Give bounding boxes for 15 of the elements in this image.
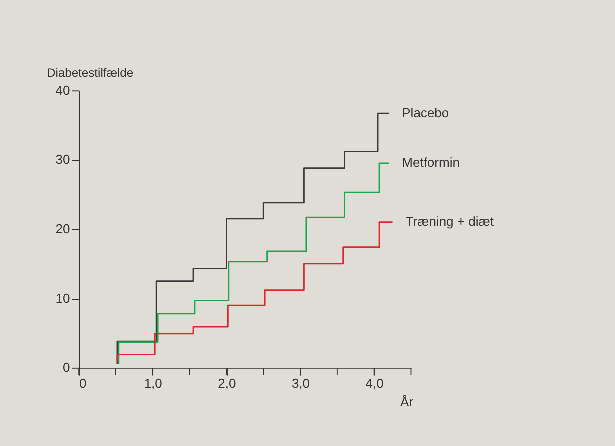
x-tick-label: 3,0 bbox=[292, 376, 310, 391]
series-label: Træning + diæt bbox=[406, 214, 494, 230]
x-tick-label: 0 bbox=[80, 376, 87, 391]
x-tick-label: 4,0 bbox=[366, 376, 384, 391]
x-axis-title: År bbox=[400, 394, 414, 410]
x-tick-label: 1,0 bbox=[144, 376, 162, 391]
y-tick-label: 30 bbox=[56, 152, 70, 168]
y-tick-label: 10 bbox=[56, 290, 70, 306]
x-tick-label: 2,0 bbox=[218, 376, 236, 391]
y-tick-label: 0 bbox=[62, 360, 70, 376]
y-axis-title: Diabetestilfælde bbox=[46, 66, 134, 80]
y-tick-label: 40 bbox=[56, 82, 70, 98]
series-label: Placebo bbox=[402, 105, 450, 120]
series-label: Metformin bbox=[402, 155, 460, 170]
y-tick-label: 20 bbox=[56, 222, 70, 236]
